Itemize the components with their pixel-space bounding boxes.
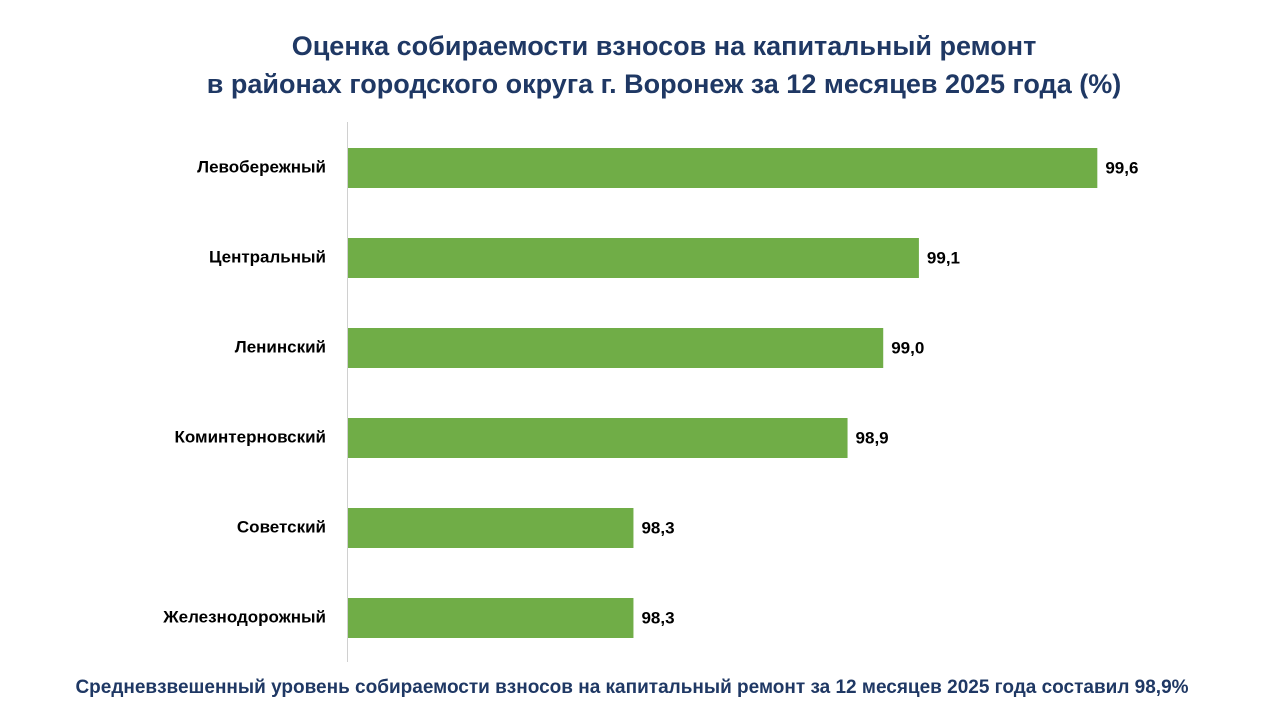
category-label: Железнодорожный: [162, 607, 326, 626]
value-label: 99,1: [927, 248, 960, 267]
annotation: Средневзвешенный уровень собираемости вз…: [75, 677, 1188, 698]
category-label: Центральный: [209, 247, 326, 266]
value-label: 99,6: [1105, 158, 1138, 177]
chart-title: в районах городского округа г. Воронеж з…: [207, 69, 1121, 99]
bar: [348, 598, 634, 638]
category-label: Левобережный: [197, 157, 326, 176]
value-label: 98,3: [641, 518, 674, 537]
value-label: 99,0: [891, 338, 924, 357]
bar: [348, 508, 634, 548]
value-label: 98,9: [856, 428, 889, 447]
category-label: Коминтерновский: [174, 427, 326, 446]
value-label: 98,3: [641, 608, 674, 627]
bar: [348, 418, 848, 458]
bar: [348, 238, 919, 278]
bar: [348, 328, 884, 368]
category-label: Советский: [237, 517, 326, 536]
bar: [348, 148, 1098, 188]
chart-title: Оценка собираемости взносов на капитальн…: [292, 31, 1037, 61]
category-label: Ленинский: [235, 337, 326, 356]
